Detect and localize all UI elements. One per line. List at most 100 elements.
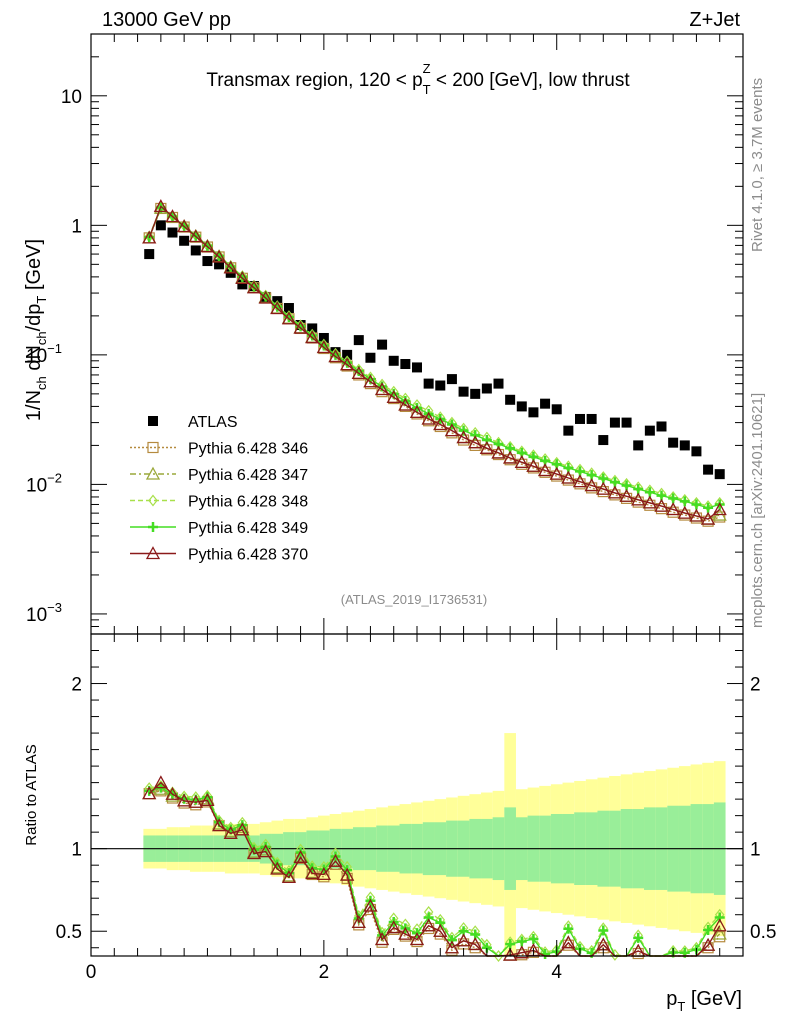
data-point (400, 359, 411, 370)
series-line (148, 206, 720, 509)
data-point (633, 932, 644, 943)
y-tick-exp: −3 (47, 600, 62, 615)
y-tick-base: 10 (26, 346, 47, 367)
y-tick-exp: −2 (47, 470, 62, 485)
data-point (177, 219, 192, 233)
data-point (409, 932, 425, 946)
data-point (293, 850, 308, 864)
xlabel: pT [GeV] (666, 988, 742, 1014)
data-point (679, 496, 690, 507)
data-point (211, 249, 227, 263)
data-point (561, 470, 576, 484)
y-tick-label: 10−3 (26, 600, 62, 626)
ratio-ylabel: Ratio to ATLAS (23, 744, 40, 845)
data-point (179, 235, 190, 246)
data-point (377, 339, 388, 350)
data-point (493, 378, 504, 389)
data-point (619, 488, 634, 502)
legend-label: Pythia 6.428 348 (188, 494, 308, 511)
legend-label: Pythia 6.428 349 (188, 520, 308, 537)
data-point (632, 947, 644, 960)
y-tick-label: 10−2 (26, 470, 62, 496)
data-point (165, 209, 180, 223)
data-point (200, 239, 215, 253)
data-point (223, 825, 238, 839)
data-point (479, 440, 494, 454)
data-point (468, 435, 483, 449)
data-point (283, 303, 294, 314)
data-point (668, 493, 679, 504)
ratio-y-tick-label: 1 (71, 840, 82, 861)
main-title-b: < 200 [GeV], low thrust (431, 70, 631, 91)
data-point (607, 485, 623, 499)
ratio-bands (91, 733, 743, 956)
data-point (458, 386, 469, 397)
data-point (712, 502, 727, 516)
data-point (388, 355, 399, 366)
data-point (609, 417, 620, 428)
data-point (575, 413, 585, 424)
data-point (145, 466, 161, 480)
legend-label: Pythia 6.428 346 (188, 441, 308, 458)
data-point (503, 947, 518, 961)
data-point (691, 446, 702, 457)
data-point (235, 822, 250, 836)
data-point (142, 786, 157, 800)
ratio-y-tick-label: 0.5 (56, 922, 82, 943)
data-point (188, 229, 203, 243)
data-point (258, 290, 273, 304)
main-title-a: Transmax region, 120 < p (206, 70, 422, 91)
data-point (586, 413, 597, 424)
data-point (712, 918, 727, 932)
data-point (703, 502, 714, 513)
ratio-y-tick-label-right: 0.5 (750, 922, 776, 943)
data-point (446, 374, 457, 385)
data-point (211, 818, 227, 832)
data-point (305, 866, 320, 880)
data-point (246, 280, 262, 294)
data-point (200, 793, 215, 807)
data-point (421, 918, 436, 932)
y-tick-label: 10 (61, 87, 82, 108)
data-point (491, 445, 506, 459)
data-point (435, 380, 446, 391)
data-point (398, 926, 413, 940)
data-point (374, 382, 390, 396)
data-point (148, 522, 158, 532)
data-point (165, 786, 180, 800)
data-point (456, 430, 471, 444)
data-point (598, 925, 609, 936)
data-point (631, 492, 646, 506)
data-point (505, 394, 516, 405)
data-point (386, 920, 401, 934)
data-point (281, 311, 297, 325)
data-point (656, 421, 667, 432)
data-point (190, 245, 201, 256)
data-point (468, 937, 483, 951)
data-point (481, 383, 492, 394)
data-point (202, 256, 213, 267)
data-point (433, 417, 448, 431)
data-point (666, 502, 681, 516)
data-point (328, 349, 343, 363)
data-point (235, 270, 250, 284)
x-tick-label: 4 (551, 962, 562, 983)
data-point (700, 511, 716, 525)
data-point (398, 397, 413, 411)
data-point (148, 416, 158, 426)
data-point (363, 898, 378, 912)
data-point (470, 430, 481, 441)
data-point (214, 259, 225, 270)
ratio-y-tick-label-right: 1 (750, 840, 761, 861)
data-point (679, 440, 690, 451)
data-point (145, 546, 161, 560)
data-point (270, 301, 285, 315)
legend-label: Pythia 6.428 347 (188, 467, 308, 484)
data-point (351, 914, 366, 928)
data-point (144, 249, 155, 260)
analysis-tag: (ATLAS_2019_I1736531) (341, 592, 487, 607)
data-point (342, 349, 353, 360)
ratio-ticks: 2 21 10.5 0.50 2 4 (56, 634, 776, 983)
data-point (549, 466, 564, 480)
